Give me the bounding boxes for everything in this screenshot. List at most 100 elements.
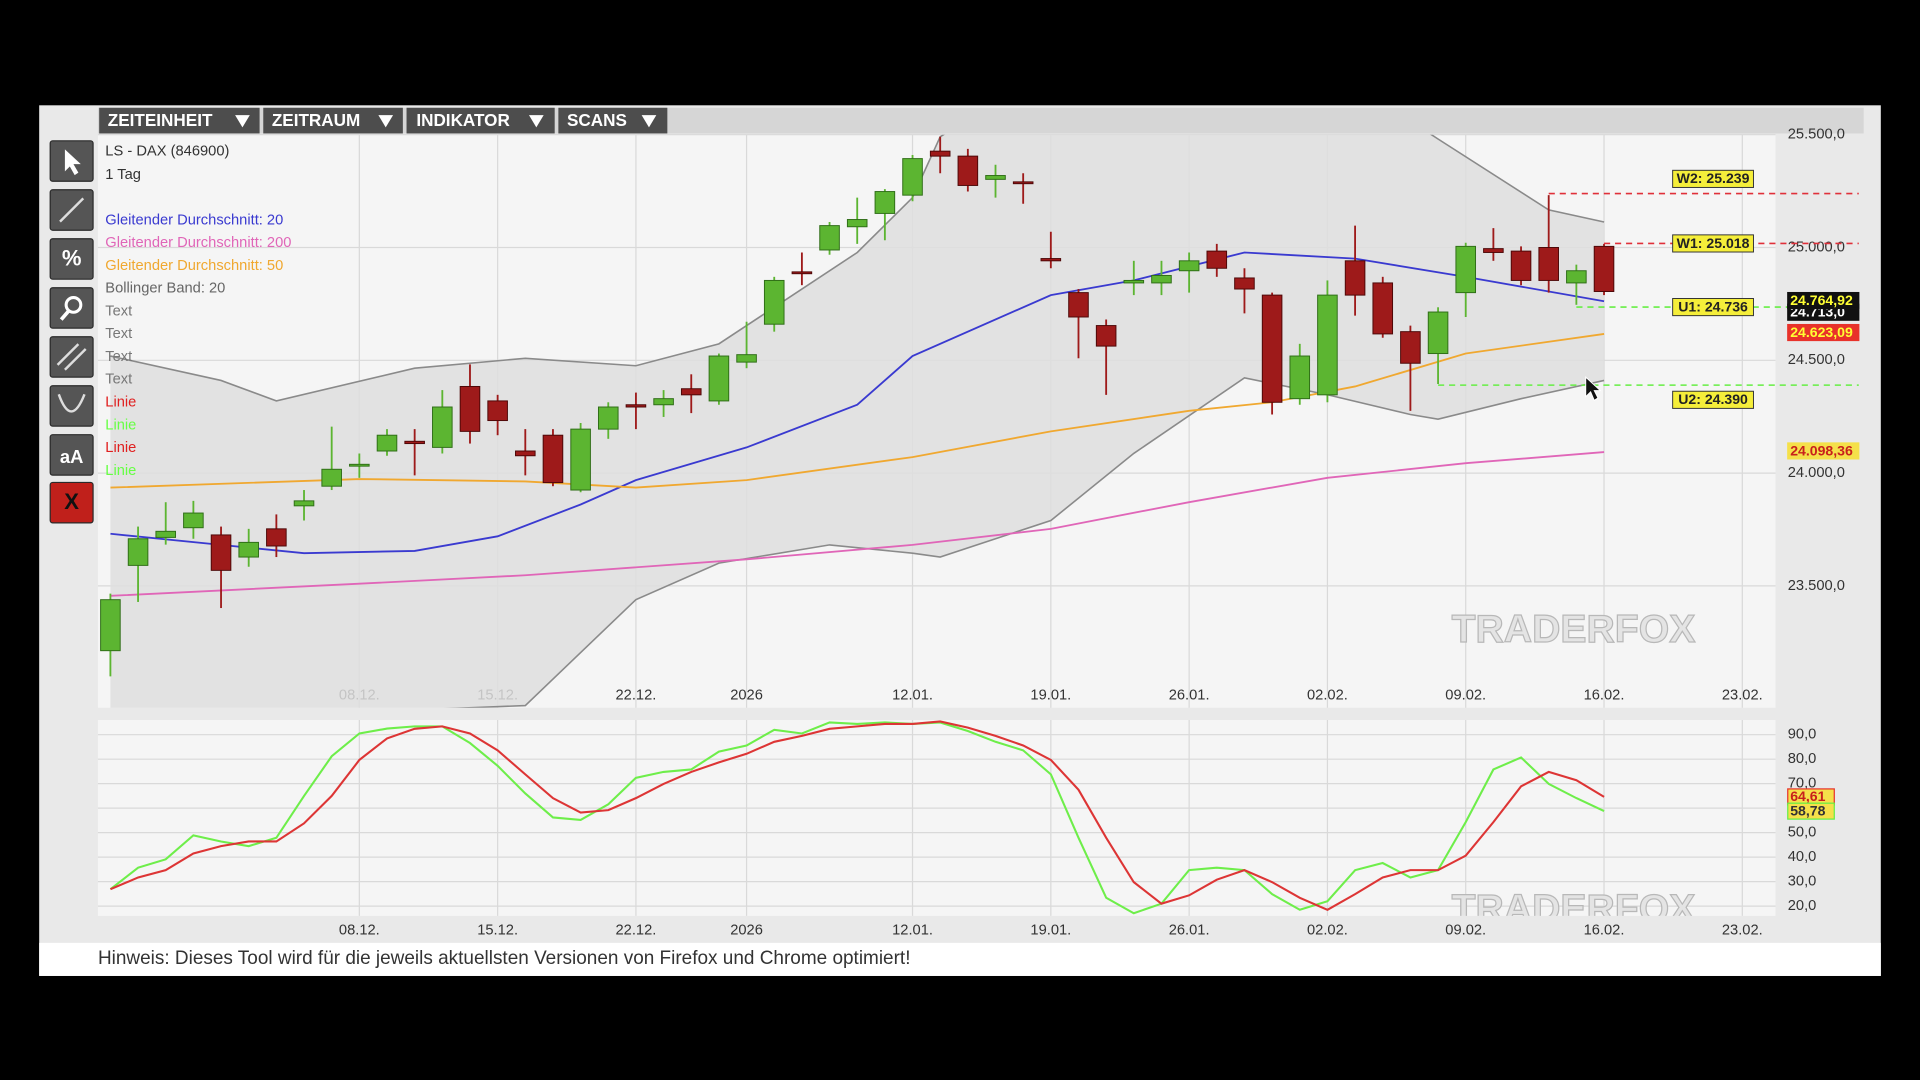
candle-body	[653, 398, 674, 406]
legend-entry: Linie	[105, 417, 136, 433]
x-tick-label: 16.02.	[1584, 687, 1625, 703]
tool-icon	[56, 343, 80, 366]
band-fill	[110, 134, 1605, 708]
candle-body	[1040, 258, 1062, 262]
legend-entry: Linie	[105, 440, 136, 456]
menu-label[interactable]: INDIKATOR	[416, 110, 510, 130]
tool-text[interactable]	[49, 434, 94, 476]
stoch-line	[109, 721, 1605, 915]
tool-label: X	[64, 489, 79, 514]
candle-body	[1095, 325, 1117, 347]
menu-arrow	[235, 115, 250, 128]
x-tick-label: 19.01.	[1030, 922, 1071, 938]
y-tick-label: 25.000,0	[1788, 239, 1845, 255]
candle-body	[1344, 260, 1366, 296]
menu-button[interactable]	[406, 107, 555, 134]
menu-label[interactable]: ZEITRAUM	[272, 110, 360, 130]
legend-entry: Gleitender Durchschnitt: 200	[105, 235, 291, 251]
candle-body	[1372, 282, 1394, 335]
candle-body	[432, 406, 453, 448]
chart-subtitle: 1 Tag	[105, 167, 141, 183]
menu-button[interactable]	[99, 107, 260, 134]
candle-body	[1178, 260, 1200, 272]
x-tick-label: 2026	[730, 922, 763, 938]
price-tag-label: 24.098,36	[1790, 442, 1853, 458]
tool-icon	[59, 309, 70, 321]
legend-entry: Text	[105, 372, 132, 388]
candle-body	[1151, 274, 1172, 284]
candle-body	[763, 279, 785, 325]
x-tick-label: 23.02.	[1722, 687, 1763, 703]
price-tag-label: 64,61	[1790, 788, 1825, 804]
candle-body	[957, 155, 979, 186]
candle-body	[127, 538, 149, 566]
price-tag	[1787, 291, 1860, 310]
tool-icon	[64, 348, 87, 371]
price-tag	[1787, 802, 1835, 820]
menu-label[interactable]: SCANS	[567, 110, 627, 130]
legend-entry: Gleitender Durchschnitt: 20	[105, 212, 283, 228]
y-tick-label: 70,0	[1788, 776, 1817, 792]
candle-body	[1068, 292, 1089, 318]
candle-body	[1483, 248, 1504, 253]
menu-button[interactable]	[263, 107, 403, 134]
x-tick-label: 02.02.	[1307, 687, 1348, 703]
x-tick-label: 19.01.	[1030, 687, 1071, 703]
tool-zoom[interactable]	[49, 287, 94, 329]
candle-body	[929, 150, 951, 157]
price-series: TRADERFOX	[100, 134, 1696, 708]
tool-icon	[64, 149, 81, 176]
candle-body	[1012, 181, 1034, 185]
level-box	[1672, 390, 1754, 409]
candle-body	[708, 355, 730, 402]
candle-body	[1289, 355, 1311, 400]
tool-parallel[interactable]	[49, 336, 94, 378]
candle-body	[238, 541, 259, 558]
tool-icon	[57, 393, 86, 413]
candle-body	[1206, 250, 1228, 269]
price-tag-label: 24.764,92	[1790, 292, 1853, 308]
tool-curve[interactable]	[49, 385, 94, 427]
candle-body	[487, 400, 508, 422]
stoch-series: TRADERFOX	[109, 720, 1696, 916]
menu-label[interactable]: ZEITEINHEIT	[108, 110, 213, 130]
band-line	[449, 377, 1605, 708]
ma-line	[110, 451, 1605, 597]
x-tick-label: 16.02.	[1584, 922, 1625, 938]
x-tick-label: 22.12.	[616, 922, 657, 938]
candle-body	[1234, 277, 1255, 290]
legend-entry: Text	[105, 349, 132, 365]
candle-body	[874, 191, 896, 214]
candle-body	[1566, 270, 1587, 284]
tool-delete[interactable]	[49, 481, 94, 524]
x-tick-label: 02.02.	[1307, 922, 1348, 938]
x-tick-label: 12.01.	[892, 922, 933, 938]
ma-line	[110, 251, 1605, 555]
tool-icon	[59, 197, 85, 223]
candle-body	[1593, 245, 1615, 292]
footer-bar	[39, 942, 1881, 976]
candle-body	[819, 225, 840, 251]
candle-body	[1427, 311, 1449, 355]
candle-body	[1261, 294, 1283, 403]
candle-body	[902, 158, 923, 196]
ma-line	[110, 333, 1605, 489]
y-tick-label: 50,0	[1788, 825, 1817, 841]
watermark: TRADERFOX	[1452, 608, 1696, 651]
level-label: U1: 24.736	[1678, 298, 1748, 314]
y-tick-label: 25.500,0	[1788, 127, 1845, 143]
candle-body	[846, 219, 868, 228]
candle-body	[1538, 247, 1559, 281]
candle-body	[791, 271, 813, 275]
level-box	[1672, 169, 1754, 188]
legend-entry: Linie	[105, 463, 136, 479]
candle-body	[680, 388, 702, 396]
x-tick-label: 2026	[730, 687, 763, 703]
legend-entry: Gleitender Durchschnitt: 50	[105, 258, 283, 274]
candle-body	[1317, 294, 1338, 396]
y-tick-label: 90,0	[1788, 727, 1817, 743]
x-tick-label: 23.02.	[1722, 922, 1763, 938]
tool-percent[interactable]	[49, 238, 94, 280]
